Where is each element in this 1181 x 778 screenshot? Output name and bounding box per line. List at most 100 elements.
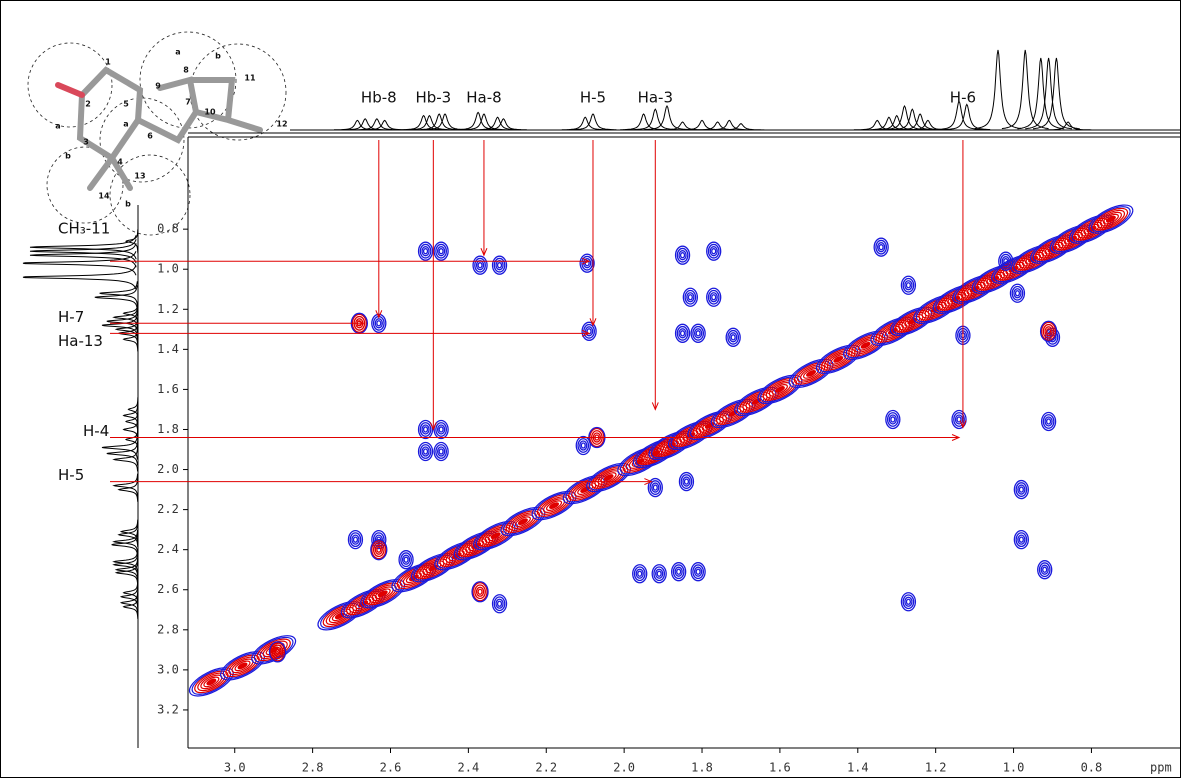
side-spectrum-peak [101, 435, 138, 460]
contour [1038, 562, 1051, 578]
cross-peak [900, 275, 917, 295]
contour [647, 448, 664, 459]
contour [496, 600, 503, 607]
contour [1038, 239, 1067, 259]
arrow-head [480, 247, 488, 257]
contour [676, 325, 689, 341]
contour [631, 456, 648, 467]
cross-peak [398, 550, 414, 570]
cross-peak [674, 245, 691, 265]
contour [1013, 530, 1029, 550]
contour [674, 323, 691, 343]
structure-label: 8 [183, 66, 189, 75]
top-spectrum-peak [943, 103, 991, 131]
contour [259, 640, 288, 660]
contour [433, 419, 449, 440]
contour [692, 564, 705, 580]
contour [237, 662, 248, 670]
contour [472, 255, 488, 275]
top-spectrum-peak [935, 99, 983, 130]
contour [1018, 249, 1048, 269]
contour [376, 546, 382, 553]
contour [417, 419, 434, 440]
side-label: H-5 [58, 466, 84, 484]
structure-label: 12 [276, 120, 287, 129]
contour [493, 596, 506, 612]
contour [1037, 560, 1053, 580]
contour [421, 424, 430, 435]
contour [765, 380, 795, 399]
contour [843, 330, 889, 361]
contour [400, 552, 412, 568]
structure [27, 31, 287, 236]
contour [1040, 321, 1057, 341]
contour [438, 248, 444, 255]
contour [374, 318, 383, 329]
contour [878, 321, 907, 341]
contour [536, 494, 572, 517]
x-tick-label: 2.8 [302, 761, 324, 775]
contour [905, 598, 912, 605]
cross-peak [1013, 530, 1029, 550]
top-label: Hb-8 [361, 89, 397, 107]
top-spectrum-peak [974, 49, 1022, 130]
contour [435, 422, 448, 437]
contour [682, 287, 698, 307]
structure-label: 1 [105, 58, 111, 67]
contour [656, 436, 686, 455]
contour [729, 332, 738, 343]
cross-peak [706, 287, 722, 307]
structure-label: 13 [134, 172, 145, 181]
contour [1099, 211, 1122, 227]
cross-peak [491, 594, 508, 614]
structure-label: 3 [83, 138, 89, 147]
top-spectrum-peak [460, 113, 508, 131]
contour [487, 530, 504, 542]
cross-peak [1013, 479, 1029, 500]
structure-label: 11 [244, 74, 256, 83]
structure-label: b [125, 200, 131, 209]
contour [1011, 285, 1024, 301]
contour [1013, 479, 1029, 500]
contour [268, 641, 287, 663]
contour [1057, 229, 1087, 249]
contour [481, 526, 510, 545]
contour [419, 243, 432, 259]
contour [442, 546, 471, 566]
contour [377, 590, 388, 598]
contour [365, 582, 400, 606]
contour [438, 426, 444, 433]
contour [1093, 207, 1129, 231]
contour [788, 358, 834, 389]
contour [762, 378, 798, 401]
contour [422, 448, 429, 455]
contour [845, 332, 886, 359]
contour [706, 241, 722, 261]
cross-peak [690, 323, 706, 343]
cross-peak [268, 641, 287, 663]
contour [1003, 258, 1009, 265]
structure-label: 4 [117, 158, 123, 167]
side-spectrum-peak [122, 403, 139, 428]
contour [904, 280, 913, 291]
diagonal-peak [815, 344, 861, 375]
contour [508, 512, 538, 531]
arrow-head [581, 257, 591, 265]
top-spectrum-peak [406, 114, 453, 131]
x-tick-label: 2.2 [535, 761, 557, 775]
side-spectrum-peak [112, 447, 139, 472]
contour [687, 294, 693, 301]
contour [674, 245, 691, 265]
contour [821, 348, 856, 371]
top-spectrum-peak [1044, 121, 1092, 131]
cross-peak [1009, 283, 1026, 303]
y-tick-label: 1.0 [157, 262, 179, 276]
contour [422, 426, 429, 433]
top-spectrum-peak [717, 123, 765, 131]
contour [421, 446, 430, 457]
y-tick-label: 2.8 [157, 622, 179, 636]
cross-peak [370, 539, 388, 561]
contour [676, 426, 705, 445]
contour [478, 524, 513, 547]
contour [900, 592, 917, 612]
